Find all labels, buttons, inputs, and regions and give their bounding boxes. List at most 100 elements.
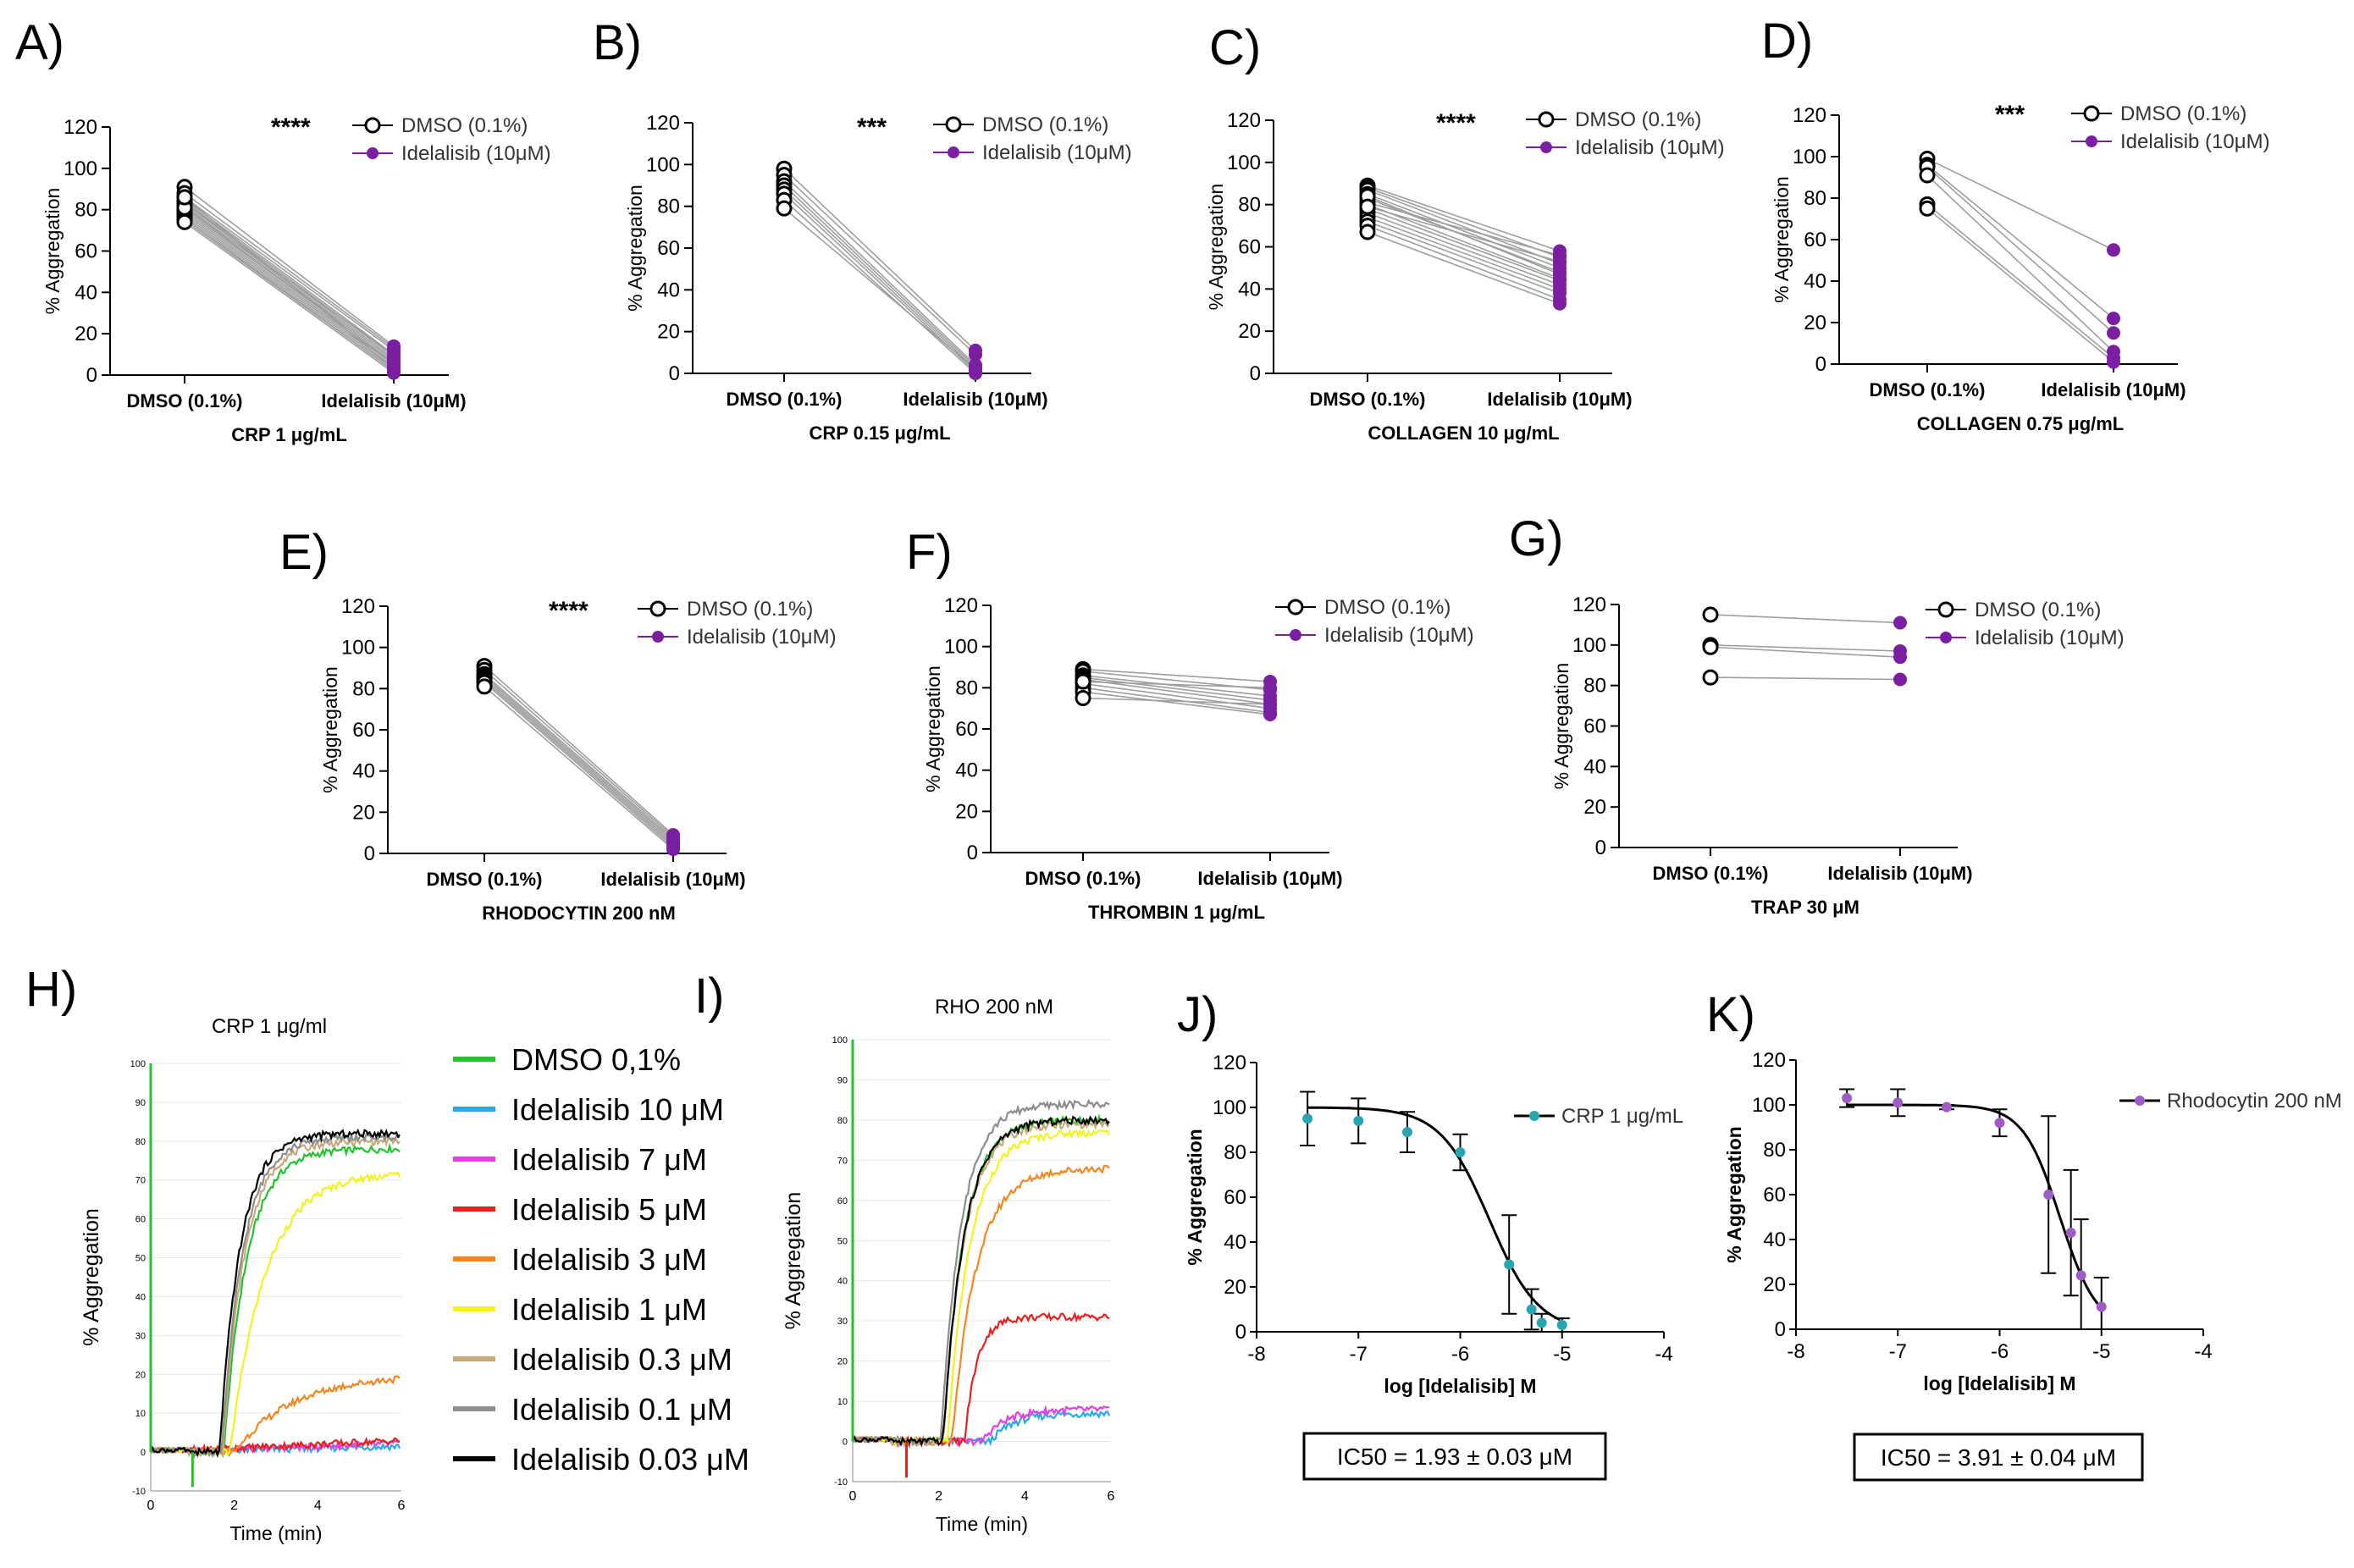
dmso-point [176,213,193,230]
pair-line [184,211,395,366]
chart-D: 0 20 40 60 80 100 120 DMSO (0.1%) Idelalisib (10… [1771,101,2270,434]
x-axis-label: CRP 0.15 μg/mL [809,422,950,444]
idelalisib-point [1553,296,1567,311]
x-tick-label: -6 [1451,1343,1469,1366]
y-axis-label: % Aggregation [782,1192,805,1330]
pair-line [1926,207,2114,363]
x-tick-label: -8 [1247,1343,1265,1366]
y-tick-label: 70 [837,1156,848,1166]
significance-stars: **** [1436,109,1476,137]
idelalisib-point [2107,355,2120,369]
y-tick-label: 0 [1775,1318,1786,1341]
pair-line [1367,207,1561,282]
panel-label-I: I) [694,969,724,1024]
y-tick-label: 40 [657,279,680,301]
legend-idelalisib-marker [948,146,959,158]
legend-dmso-label: DMSO (0.1%) [1975,599,2101,621]
ic50-label: IC50 = 1.93 ± 0.03 μM [1337,1444,1572,1470]
significance-stars: **** [549,597,588,625]
legend-label: DMSO 0,1% [511,1042,681,1077]
dmso-point [1919,200,1936,217]
y-tick-label: 20 [1224,1276,1246,1299]
y-tick-label: 100 [832,1035,848,1046]
y-tick-label: 20 [955,800,978,823]
pair-line [1082,678,1271,705]
y-axis-label: % Aggregation [1723,1126,1745,1262]
pair-line [1082,681,1271,689]
pair-line [1367,216,1561,290]
y-tick-label: 60 [1224,1186,1246,1209]
x-tick-label: -4 [2194,1340,2212,1363]
legend-idelalisib-marker [1290,629,1301,641]
pair-line [1367,212,1561,286]
y-tick-label: 120 [64,116,97,139]
panel-label-G: G) [1509,511,1563,566]
x-tick-label: 4 [314,1499,322,1513]
significance-stars: *** [1995,101,2025,129]
dmso-point [1702,669,1719,686]
dmso-point [1359,198,1376,215]
x-tick-label: 0 [147,1499,155,1513]
legend-label: Idelalisib 0.03 μM [511,1442,749,1477]
pair-line [1082,674,1271,697]
significance-stars: **** [271,113,311,141]
dmso-point [1075,673,1091,690]
y-axis-label: % Aggregation [1550,663,1572,790]
x-tick-label: -8 [1787,1340,1804,1363]
pair-line [1367,202,1561,257]
y-tick-label: 0 [967,842,978,864]
y-tick-label: 80 [352,677,375,700]
x-tick-label: DMSO (0.1%) [1025,868,1141,889]
y-tick-label: 40 [1583,755,1606,778]
x-axis-label: CRP 1 μg/mL [231,424,347,445]
x-axis-label: log [Idelalisib] M [1384,1375,1536,1397]
y-tick-label: 120 [1572,594,1606,616]
data-point [2043,1190,2054,1200]
y-tick-label: 80 [837,1116,848,1126]
y-tick-label: 80 [1763,1139,1786,1162]
y-tick-label: 0 [1815,353,1826,376]
y-tick-label: -10 [132,1487,146,1497]
y-tick-label: 20 [657,321,680,344]
legend-label: CRP 1 μg/mL [1561,1105,1683,1128]
x-tick-label: Idelalisib (10μM) [600,869,745,890]
x-tick-label: Idelalisib (10μM) [2041,379,2185,400]
fit-curve [1307,1106,1561,1322]
x-tick-label: DMSO (0.1%) [1870,379,1986,400]
y-tick-label: 60 [1763,1184,1786,1206]
y-axis-label: % Aggregation [922,665,944,792]
y-tick-label: 0 [1250,362,1261,385]
dmso-point [1075,690,1091,706]
x-tick-label: Idelalisib (10μM) [321,390,466,411]
pair-line [1367,185,1561,252]
y-tick-label: 60 [1583,715,1606,738]
y-tick-label: 120 [1213,1052,1246,1074]
pair-line [484,665,674,836]
pair-line [1082,697,1271,705]
y-tick-label: 30 [135,1331,146,1341]
ic50-label: IC50 = 3.91 ± 0.04 μM [1881,1444,2116,1471]
y-tick-label: 50 [135,1254,146,1264]
idelalisib-point [1893,672,1907,687]
chart-J: 0 20 40 60 80 100 120 -8 -7 -6 -5 -4 log [Idelalisib… [1184,1052,1683,1481]
y-tick-label: 40 [837,1277,848,1287]
chart-B: 0 20 40 60 80 100 120 DMSO (0.1%) Idelalisib (10… [624,112,1132,444]
legend-label: Idelalisib 5 μM [511,1192,707,1227]
trace-3 [852,1311,1110,1449]
x-tick-label: Idelalisib (10μM) [903,389,1047,410]
panel-label-C: C) [1209,20,1261,75]
y-tick-label: 20 [1238,320,1261,343]
trace-5 [852,1129,1111,1448]
pair-line [783,168,976,351]
y-tick-label: 120 [944,594,978,617]
chart-G: 0 20 40 60 80 100 120 DMSO (0.1%) Idelalisib (10… [1550,594,2125,918]
data-point [1994,1118,2005,1129]
y-axis-label: % Aggregation [80,1208,103,1346]
y-tick-label: 0 [843,1438,848,1448]
pair-line [783,180,976,366]
pair-line [1082,691,1271,715]
y-tick-label: 60 [352,719,375,742]
y-tick-label: 40 [135,1292,146,1302]
x-tick-label: -6 [1991,1340,2009,1363]
